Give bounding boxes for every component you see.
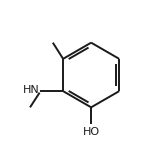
Text: HO: HO [83,127,100,137]
Text: HN: HN [23,85,40,95]
